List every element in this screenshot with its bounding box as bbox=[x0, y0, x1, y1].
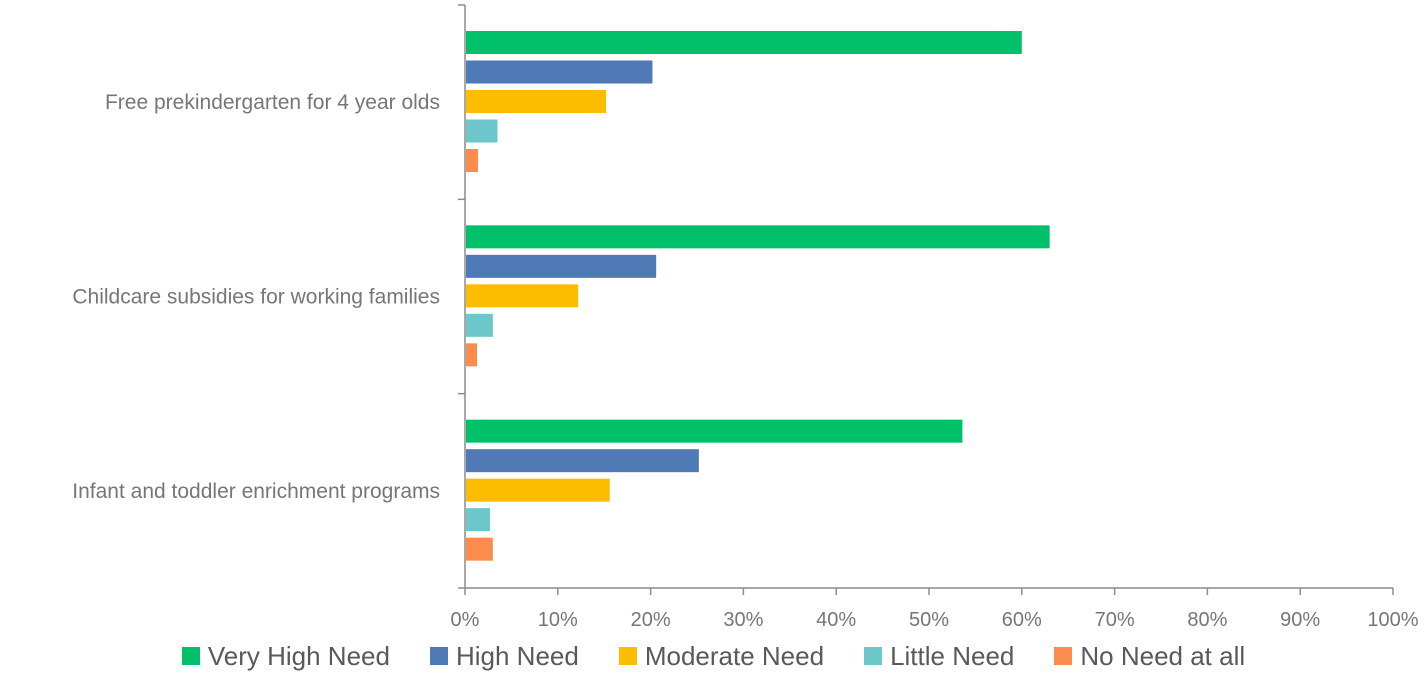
x-tick-label: 10% bbox=[538, 609, 578, 630]
bar-very-high-need-2 bbox=[466, 419, 963, 443]
x-axis-ticks: 0% 10% 20% 30% 40% 50% 60% 70% 80% 90% 100% bbox=[451, 4, 1419, 630]
x-tick-label: 80% bbox=[1187, 609, 1227, 630]
bar-very-high-need-0 bbox=[466, 31, 1022, 54]
bar-little-need-2 bbox=[466, 508, 491, 532]
legend-label: High Need bbox=[455, 640, 579, 671]
x-tick-label: 40% bbox=[816, 609, 856, 630]
category-label: Infant and toddler enrichment programs bbox=[72, 480, 440, 503]
x-tick-label: 0% bbox=[451, 609, 480, 630]
category-label: Free prekindergarten for 4 year olds bbox=[105, 91, 440, 114]
bar-high-need-1 bbox=[466, 254, 657, 278]
category-label: Childcare subsidies for working families bbox=[72, 286, 440, 309]
category-labels: Free prekindergarten for 4 year olds Chil… bbox=[72, 91, 440, 503]
x-tick-label: 60% bbox=[1002, 609, 1042, 630]
x-tick-label: 20% bbox=[631, 609, 671, 630]
bar-little-need-0 bbox=[466, 119, 498, 143]
bars-group bbox=[466, 31, 1050, 561]
bar-chart: Free prekindergarten for 4 year olds Chil… bbox=[72, 4, 1419, 630]
x-tick-label: 30% bbox=[723, 609, 763, 630]
bar-little-need-1 bbox=[466, 313, 493, 337]
legend-swatch bbox=[864, 647, 883, 665]
legend-item: Moderate Need bbox=[618, 640, 825, 672]
legend-label: Very High Need bbox=[207, 640, 390, 671]
legend-swatch bbox=[1054, 647, 1073, 665]
bar-no-need-at-all-0 bbox=[466, 149, 478, 172]
bar-moderate-need-1 bbox=[466, 284, 579, 308]
x-tick-label: 100% bbox=[1367, 609, 1418, 630]
legend-item: Very High Need bbox=[181, 640, 390, 672]
x-tick-label: 70% bbox=[1095, 609, 1135, 630]
bar-very-high-need-1 bbox=[466, 225, 1050, 249]
bar-moderate-need-0 bbox=[466, 90, 607, 113]
legend-item: High Need bbox=[429, 640, 579, 672]
legend-swatch bbox=[181, 647, 200, 665]
bar-no-need-at-all-1 bbox=[466, 343, 478, 367]
legend-item: No Need at all bbox=[1054, 641, 1245, 672]
legend: Very High Need High Need Moderate Need Litt… bbox=[0, 636, 1427, 676]
bar-high-need-0 bbox=[466, 60, 653, 84]
legend-label: No Need at all bbox=[1080, 640, 1246, 671]
legend-item: Little Need bbox=[864, 641, 1014, 672]
bar-moderate-need-2 bbox=[466, 478, 610, 502]
legend-swatch bbox=[429, 647, 448, 665]
legend-label: Moderate Need bbox=[644, 640, 825, 671]
bar-no-need-at-all-2 bbox=[466, 537, 493, 561]
x-tick-label: 90% bbox=[1280, 609, 1320, 630]
legend-swatch bbox=[618, 647, 637, 665]
x-tick-label: 50% bbox=[909, 609, 949, 630]
bar-high-need-2 bbox=[466, 449, 699, 473]
legend-label: Little Need bbox=[890, 640, 1015, 671]
